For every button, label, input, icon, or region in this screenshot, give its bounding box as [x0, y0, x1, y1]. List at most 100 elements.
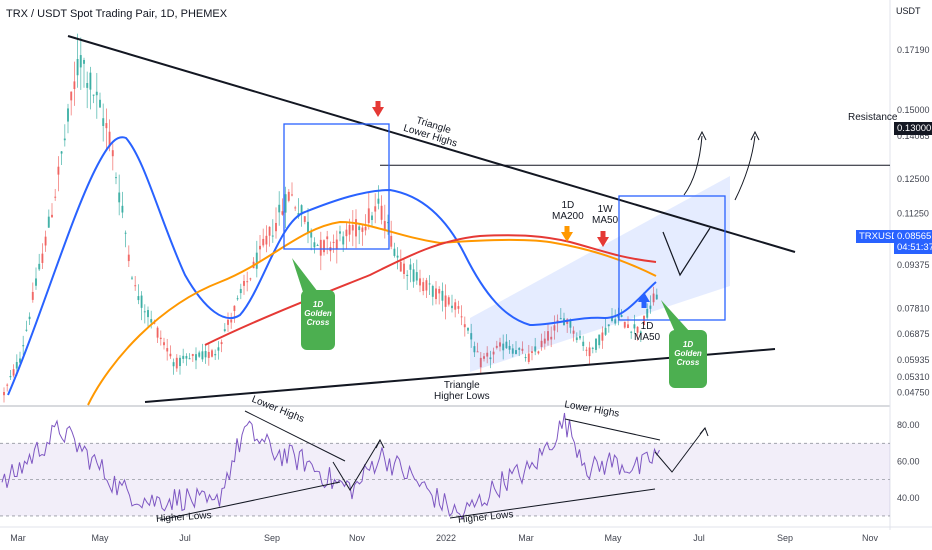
- candle-body: [220, 342, 223, 345]
- candle-body: [598, 334, 601, 346]
- candle-body: [633, 324, 636, 329]
- candle-body: [99, 99, 101, 108]
- candle-body: [335, 239, 338, 250]
- candle-body: [371, 215, 373, 220]
- candle-body: [310, 232, 313, 238]
- price-axis-currency: USDT: [896, 6, 921, 16]
- candle-body: [479, 357, 482, 368]
- candle-body: [595, 338, 597, 350]
- price-tick-label: 0.11250: [897, 209, 929, 219]
- candle-body: [63, 138, 66, 141]
- candle-body: [182, 355, 185, 359]
- candle-body: [259, 245, 261, 250]
- golden-cross-pointer-2: [661, 300, 690, 332]
- golden-cross-badge-1: 1D Golden Cross: [301, 290, 335, 350]
- time-tick-label: Jul: [693, 533, 705, 543]
- candle-body: [425, 280, 428, 291]
- candle-body: [499, 342, 501, 347]
- rsi-trend-lower-highs-2: [564, 418, 661, 441]
- candle-body: [294, 207, 297, 209]
- candle-body: [156, 327, 159, 338]
- time-tick-label: May: [604, 533, 622, 543]
- rsi-tick-label: 40.00: [897, 493, 920, 503]
- candle-body: [399, 261, 402, 272]
- candle-body: [390, 235, 393, 247]
- price-tick-label: 0.14065: [897, 131, 930, 141]
- candle-body: [521, 348, 524, 351]
- price-tick-label: 0.05310: [897, 372, 930, 382]
- candle-body: [172, 362, 175, 367]
- candle-body: [3, 392, 5, 396]
- candle-body: [303, 216, 306, 222]
- candle-body: [342, 236, 345, 245]
- price-tick-label: 0.09375: [897, 260, 930, 270]
- candle-body: [534, 346, 537, 352]
- candle-body: [227, 319, 229, 325]
- candle-body: [518, 348, 521, 350]
- candle-body: [367, 208, 370, 224]
- candle-body: [451, 305, 453, 309]
- candle-body: [361, 227, 364, 232]
- rsi-projection-1: [332, 439, 381, 491]
- price-tick-label: 0.06875: [897, 329, 930, 339]
- rsi-trend-higher-lows-1: [159, 481, 341, 521]
- candle-body: [300, 205, 303, 215]
- candle-body: [444, 295, 447, 307]
- candle-body: [422, 282, 425, 292]
- candle-body: [470, 333, 473, 340]
- price-tick-label: 0.17190: [897, 45, 930, 55]
- candle-body: [428, 283, 431, 285]
- candle-body: [57, 166, 60, 175]
- candle-body: [627, 324, 629, 329]
- candle-body: [630, 331, 633, 333]
- candle-body: [111, 150, 114, 157]
- candle-body: [118, 192, 121, 203]
- candle-body: [620, 314, 623, 317]
- candle-body: [249, 278, 252, 280]
- price-tick-label: 0.04750: [897, 388, 930, 398]
- candle-body: [508, 345, 511, 350]
- price-tick-label: 0.07810: [897, 303, 930, 313]
- candle-body: [476, 351, 479, 353]
- candle-body: [579, 335, 581, 339]
- candle-body: [140, 295, 143, 308]
- candle-body: [527, 353, 530, 362]
- candle-body: [147, 310, 149, 318]
- candle-body: [531, 351, 533, 353]
- candle-body: [374, 206, 377, 212]
- candle-body: [83, 59, 85, 64]
- candle-body: [316, 244, 319, 246]
- candle-body: [201, 351, 204, 360]
- time-tick-label: Jul: [179, 533, 191, 543]
- rsi-trend-lower-highs-1: [244, 410, 346, 462]
- candle-body: [415, 272, 418, 281]
- candle-body: [492, 351, 495, 355]
- candle-body: [550, 336, 553, 340]
- candle-body: [143, 311, 146, 313]
- ma200-1d-line: [87, 220, 657, 406]
- candle-body: [393, 248, 396, 256]
- candle-body: [515, 350, 517, 354]
- candle-body: [19, 358, 21, 363]
- candle-body: [460, 316, 463, 318]
- candle-body: [54, 196, 57, 198]
- candle-body: [441, 290, 444, 301]
- projection-arrow-2: [734, 135, 756, 201]
- ma50-1d-touch-arrow-icon: [638, 292, 650, 308]
- candle-body: [559, 318, 562, 320]
- candle-body: [211, 350, 213, 357]
- candle-body: [35, 278, 37, 286]
- candle-body: [131, 277, 133, 279]
- candle-body: [326, 236, 329, 240]
- candle-body: [102, 118, 105, 126]
- candle-body: [543, 338, 546, 344]
- candle-body: [28, 316, 31, 320]
- candle-body: [473, 346, 476, 353]
- candle-body: [108, 131, 111, 147]
- candle-body: [409, 264, 412, 270]
- candle-body: [150, 319, 153, 323]
- rsi-tick-label: 60.00: [897, 456, 920, 466]
- candle-body: [396, 255, 399, 258]
- candle-body: [457, 306, 460, 309]
